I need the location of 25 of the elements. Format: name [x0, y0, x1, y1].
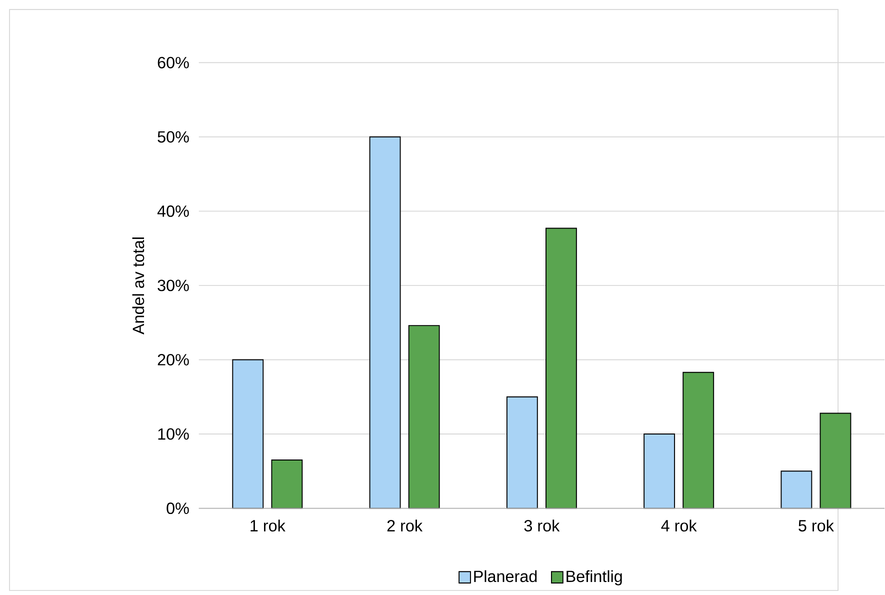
bar: [644, 433, 676, 509]
x-tick-label: 3 rok: [524, 520, 560, 532]
bar: [682, 372, 714, 509]
bar: [271, 459, 303, 509]
y-tick-label: 10%: [158, 428, 189, 440]
y-tick-label: 30%: [158, 280, 189, 292]
y-tick-label: 0%: [166, 502, 189, 514]
x-tick-label: 4 rok: [661, 520, 697, 532]
bar: [232, 359, 264, 509]
bar: [546, 228, 577, 509]
bar: [780, 470, 812, 509]
legend-label: Befintlig: [566, 570, 622, 586]
x-tick-label: 2 rok: [387, 520, 423, 532]
bar: [408, 324, 440, 509]
y-tick-label: 60%: [158, 56, 189, 68]
y-tick-label: 20%: [158, 354, 189, 366]
x-tick-label: 1 rok: [250, 520, 286, 532]
x-tick-label: 5 rok: [798, 520, 834, 532]
y-tick-label: 50%: [158, 131, 189, 143]
bar: [369, 136, 401, 509]
bar: [820, 412, 852, 509]
y-tick-label: 40%: [157, 205, 189, 217]
bar: [506, 396, 538, 509]
legend-label: Planerad: [474, 570, 537, 582]
y-axis-title: Andel av total: [132, 237, 144, 334]
